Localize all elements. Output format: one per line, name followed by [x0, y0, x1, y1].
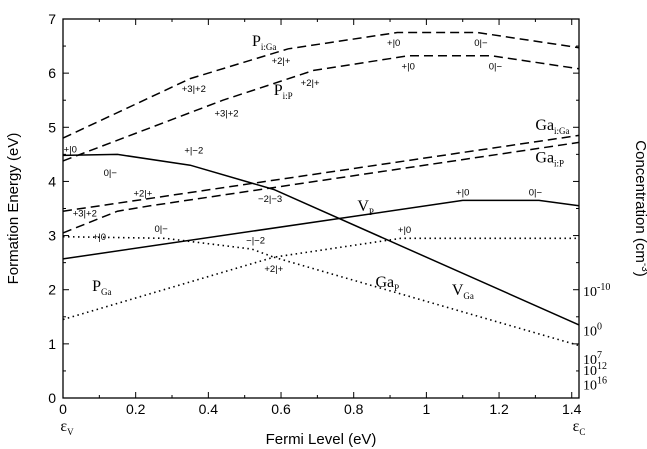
y-tick-label: 0: [48, 390, 56, 406]
series-label-7: PGa: [92, 278, 111, 297]
conduction-band-edge-label: εC: [573, 418, 586, 437]
series-label-6: GaP: [376, 274, 400, 293]
transition-label-9: +2|+: [272, 56, 291, 67]
y-tick-label: 1: [48, 336, 56, 352]
transition-label-15: −2|−3: [258, 194, 282, 205]
transition-label-4: +2|+: [134, 189, 153, 200]
series-label-3: Gai:P: [535, 149, 564, 168]
x-tick-label: 0.2: [126, 401, 146, 417]
y-tick-label: 6: [48, 65, 56, 81]
y-tick-label: 3: [48, 228, 56, 244]
transition-label-6: +|0: [93, 232, 106, 243]
x-tick-label: 0.8: [344, 401, 364, 417]
series-label-1: Pi:P: [274, 82, 293, 101]
series-line-5: [62, 153, 580, 326]
series-line-4: [62, 199, 580, 260]
y-tick-label: 5: [48, 119, 56, 135]
series-label-5: VGa: [452, 282, 474, 301]
y-axis-title: Formation Energy (eV): [5, 133, 22, 285]
x-tick-label: 1: [422, 401, 430, 417]
plot-frame: [62, 18, 580, 399]
transition-label-17: 0|−: [529, 188, 543, 199]
series-label-0: Pi:Ga: [252, 33, 276, 52]
series-label-4: VP: [357, 198, 374, 217]
transition-label-13: 0|−: [474, 38, 488, 49]
series-layer: [62, 31, 580, 347]
transition-label-5: 0|−: [154, 224, 168, 235]
right-axis-title-close: ): [632, 272, 647, 277]
series-line-3: [62, 141, 580, 234]
transition-label-19: −|−2: [246, 236, 265, 247]
y-tick-label: 7: [48, 11, 56, 27]
transition-label-12: +|0: [402, 61, 415, 72]
transition-label-20: +2|+: [264, 264, 283, 275]
transition-label-0: +|0: [64, 145, 77, 156]
concentration-label-1: 100: [583, 321, 602, 339]
x-tick-label: 0.6: [271, 401, 291, 417]
transition-label-16: +|0: [456, 188, 469, 199]
series-line-7: [62, 256, 580, 347]
concentration-label-3: 1012: [583, 361, 607, 379]
right-axis-title: Concentration (cm-3): [632, 140, 647, 276]
right-axis-title-main: Concentration (cm: [632, 140, 647, 263]
concentration-label-0: 10-10: [583, 282, 610, 300]
x-tick-label: 1.2: [489, 401, 509, 417]
series-line-2: [62, 134, 580, 212]
plot-frame-layer: [62, 18, 580, 399]
series-line-0: [62, 31, 580, 139]
y-tick-label: 4: [48, 173, 56, 189]
x-tick-label: 0: [59, 401, 67, 417]
transition-label-1: 0|−: [104, 168, 118, 179]
x-axis-title: Fermi Level (eV): [266, 431, 377, 448]
y-tick-label: 2: [48, 282, 56, 298]
series-line-1: [62, 55, 580, 162]
transition-label-14: 0|−: [489, 61, 503, 72]
transition-label-18: +|0: [398, 225, 411, 236]
series-line-6: [62, 235, 579, 259]
labels-layer: 0 0.2 0.4 0.6 0.8 1 1.2 1.4 0 1 2 3 4 5 6 7 εV εC Pi:Ga Pi:…: [48, 11, 610, 437]
transition-label-2: +|−2: [184, 145, 203, 156]
valence-band-edge-label: εV: [60, 418, 74, 437]
transition-label-10: +2|+: [301, 78, 320, 89]
right-axis-title-exponent: -3: [639, 263, 647, 272]
x-tick-label: 0.4: [199, 401, 219, 417]
transition-label-7: +3|+2: [182, 84, 206, 95]
concentration-label-4: 1016: [583, 375, 607, 393]
concentration-label-2: 107: [583, 350, 602, 368]
transition-label-3: +3|+2: [73, 209, 97, 220]
transition-label-8: +3|+2: [214, 108, 238, 119]
transition-label-11: +|0: [387, 38, 400, 49]
series-label-2: Gai:Ga: [535, 117, 569, 136]
x-tick-label: 1.4: [562, 401, 582, 417]
